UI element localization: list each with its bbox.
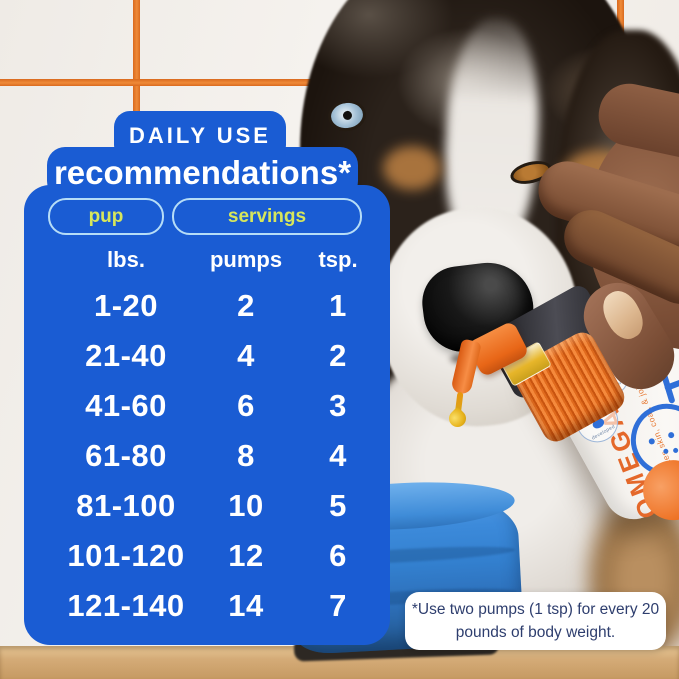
sketch-dot <box>672 447 679 454</box>
footnote-line: pounds of body weight. <box>455 624 616 641</box>
table-cell: 3 <box>329 388 347 423</box>
table-cell: 14 <box>228 588 264 623</box>
table-cell: 12 <box>228 538 264 573</box>
dosage-table: lbs. pumps tsp. 1-20 2 1 21-40 4 2 41-60… <box>24 239 390 631</box>
tile-grout-vertical-left <box>133 0 140 150</box>
table-cell: 1 <box>329 288 347 323</box>
table-cell: 121-140 <box>67 588 185 623</box>
table-cell: 4 <box>237 338 255 373</box>
table-cell: 2 <box>237 288 255 323</box>
table-cell: 10 <box>228 488 264 523</box>
pup-column-group: pup <box>48 198 164 235</box>
table-cell: 41-60 <box>85 388 167 423</box>
table-cell: 5 <box>329 488 347 523</box>
dog-blue-eye-pupil <box>341 110 353 121</box>
col-header-tsp: tsp. <box>318 247 358 272</box>
sketch-eye <box>647 437 656 446</box>
table-cell: 61-80 <box>85 438 167 473</box>
table-cell: 6 <box>237 388 255 423</box>
sketch-dot <box>662 447 670 455</box>
table-cell: 6 <box>329 538 347 573</box>
footnote-line: *Use two pumps (1 tsp) for every 20 <box>411 601 660 618</box>
table-cell: 81-100 <box>76 488 176 523</box>
table-cell: 8 <box>237 438 255 473</box>
footnote-card: *Use two pumps (1 tsp) for every 20 poun… <box>405 592 666 650</box>
table-cell: 1-20 <box>93 288 159 323</box>
servings-column-group: servings <box>172 198 362 235</box>
dog-tan-brow-left <box>383 146 441 190</box>
col-header-lbs: lbs. <box>107 247 145 272</box>
table-cell: 101-120 <box>67 538 185 573</box>
dosage-panel: pup servings lbs. pumps tsp. 1-20 2 1 21… <box>24 185 390 645</box>
table-cell: 2 <box>329 338 347 373</box>
table-cell: 4 <box>329 438 347 473</box>
sketch-eye <box>667 431 676 440</box>
table-cell: 21-40 <box>85 338 167 373</box>
table-cell: 7 <box>329 588 347 623</box>
col-header-pumps: pumps <box>209 247 283 272</box>
